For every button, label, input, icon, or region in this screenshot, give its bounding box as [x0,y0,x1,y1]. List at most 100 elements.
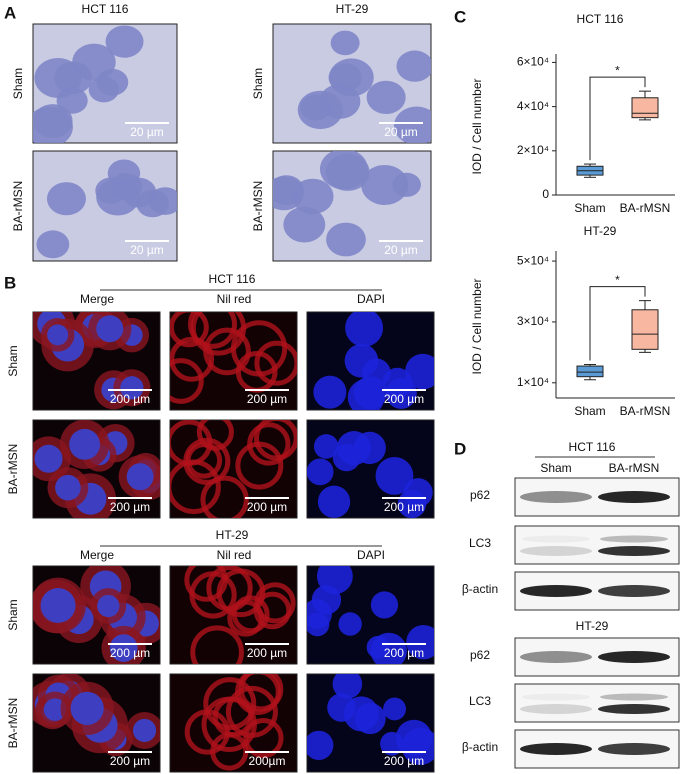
group-title: HT-29 [216,528,249,542]
row-label: BA-rMSN [251,181,265,232]
row-label: LC3 [469,694,491,708]
column-label: Nil red [217,548,252,562]
nucleus [317,485,351,518]
row-label: β-actin [462,582,498,596]
chart-title: HT-29 [584,224,617,238]
micrograph: 200 µm [169,311,298,411]
lipid [203,327,251,376]
nucleus [392,172,421,197]
cells [297,30,431,143]
panel-label: D [454,439,466,458]
micrograph: 20 µm [272,23,432,144]
row-label: p62 [470,488,490,502]
nucleus [307,458,334,486]
nucleus [55,474,81,501]
nucleus [375,456,414,495]
scale-bar-label: 20 µm [384,243,418,257]
scale-bar-label: 20 µm [130,243,164,257]
nucleus [105,25,144,58]
nucleus [126,463,154,491]
micrograph: 20 µm [272,150,432,262]
nucleus [96,68,129,96]
cells [184,566,296,664]
lipid [189,571,237,619]
nucleus [406,624,434,660]
lipid [170,312,209,348]
nucleus [283,206,326,243]
nucleus [40,588,76,623]
column-label: Sham [540,461,571,475]
cells [33,25,144,143]
cells [307,674,434,765]
micrograph: 200 µm [306,673,435,773]
micrograph: 20 µm [32,150,178,262]
nucleus [97,594,120,618]
nucleus [136,189,169,218]
box [631,309,659,350]
column-label: DAPI [357,548,385,562]
nucleus [36,230,70,259]
nucleus [343,696,379,732]
blot-band [598,743,670,755]
nucleus [96,315,124,343]
y-tick-label: 6×10⁴ [517,55,549,69]
significance-mark: * [615,273,620,287]
scale-bar-label: 200 µm [110,500,150,514]
blot-band [598,704,670,714]
nucleus [34,57,82,99]
lipid [238,674,284,712]
cells [184,674,284,771]
blot-band [522,693,590,701]
micrograph: 200 µm [306,565,435,665]
nucleus [46,182,86,216]
nucleus [107,159,141,188]
chart-title: HCT 116 [577,12,624,26]
column-label: HCT 116 [82,2,129,16]
x-tick-label: Sham [574,404,605,418]
nucleus [47,324,69,346]
lipid [170,358,204,404]
nucleus [43,698,67,721]
lipid [170,336,215,382]
nucleus [361,164,409,206]
cells [33,566,160,664]
row-label: BA-rMSN [11,181,25,232]
row-label: Sham [6,345,20,376]
cells [33,420,160,518]
y-axis-label: IOD / Cell number [470,278,484,374]
nucleus [307,730,334,760]
nucleus [353,431,386,465]
blot-band [600,693,668,701]
nucleus [394,106,431,143]
nucleus [366,635,390,659]
nucleus [332,674,363,699]
x-tick-label: BA-rMSN [620,201,671,215]
lipid [243,717,284,759]
row-label: β-actin [462,740,498,754]
nucleus [132,718,157,743]
scale-bar-label: 200 µm [247,646,287,660]
lipid [216,568,266,618]
lipid [200,475,249,518]
nucleus [345,312,384,347]
row-label: LC3 [469,536,491,550]
panel-label: A [4,3,16,22]
group-title: HCT 116 [569,440,616,454]
y-tick-label: 3×10⁴ [517,314,549,328]
blot-band [520,704,592,714]
nucleus [366,80,406,115]
significance-bracket [589,286,646,361]
cells [33,674,160,757]
micrograph: 200 µm [32,419,161,519]
cells [307,566,434,664]
lipid [188,312,238,349]
scale-bar-label: 200 µm [247,500,287,514]
lipid [254,582,296,624]
nucleus [313,375,347,409]
row-label: p62 [470,648,490,662]
lipid [190,625,244,664]
y-tick-label: 0 [542,187,549,201]
micrograph: 200 µm [32,673,161,773]
micrograph: 200 µm [169,565,298,665]
column-label: Merge [80,292,114,306]
